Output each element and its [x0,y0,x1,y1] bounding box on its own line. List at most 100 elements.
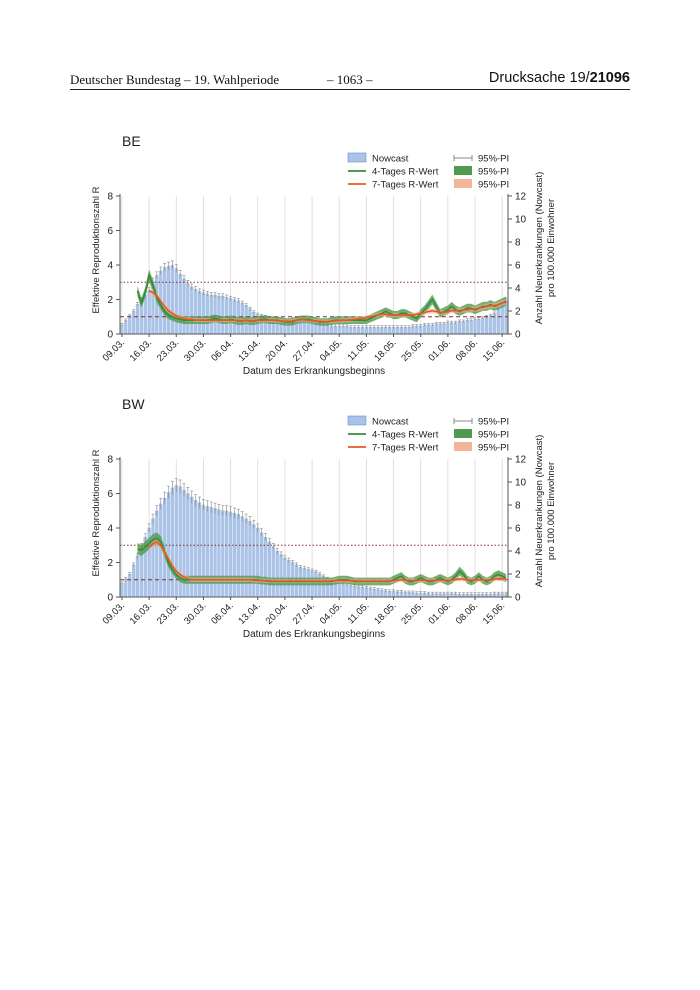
y-left-tick-label: 0 [107,593,113,604]
chart-be: BE 0 2 4 6 8 0 2 4 6 8 10 12 09.03. 16.03. 23.03. 30.03.… [91,133,557,377]
nowcast-bar [217,295,221,335]
nowcast-bar [209,294,213,335]
nowcast-bar [236,514,240,598]
x-tick-label: 09.03. [101,337,127,363]
line-7-tages-r-wert [148,290,507,323]
nowcast-bar [457,321,462,335]
y-right-tick-label: 2 [515,570,521,581]
nowcast-bar [217,509,221,598]
nowcast-bar [221,295,225,335]
nowcast-bar [213,294,217,335]
nowcast-bar [143,294,147,335]
legend-swatch-band [454,429,472,438]
nowcast-bar [147,290,151,335]
x-tick-label: 20.04. [264,337,290,363]
nowcast-bar [228,511,233,598]
nowcast-bar [155,510,159,598]
nowcast-bar [481,317,485,335]
legend-label: 95%-PI [478,154,509,165]
nowcast-bar [473,318,477,335]
x-tick-label: 09.03. [101,600,127,626]
x-tick-label: 01.06. [427,600,453,626]
y-left-tick-label: 0 [107,330,113,341]
legend-swatch-band [454,179,472,188]
x-tick-label: 25.05. [399,337,425,363]
nowcast-bar [135,555,140,598]
y-right-tick-label: 10 [515,215,527,226]
nowcast-bar [256,527,260,598]
nowcast-bar [446,322,450,335]
y-right-tick-label: 0 [515,593,521,604]
nowcast-bar [128,315,132,335]
x-tick-label: 15.06. [481,337,507,363]
y-right-axis-label-2: pro 100.000 Einwohner [546,462,557,560]
x-tick-label: 18.05. [372,337,398,363]
nowcast-bar [477,318,481,335]
nowcast-bar [197,291,202,335]
nowcast-bar [166,492,171,598]
nowcast-bar [267,541,272,598]
nowcast-bar [469,320,473,335]
nowcast-bar [434,323,438,335]
x-tick-label: 18.05. [372,600,398,626]
nowcast-bar [259,532,264,598]
legend-label: Nowcast [372,417,409,428]
nowcast-bar [155,275,159,335]
y-left-tick-label: 2 [107,558,113,569]
legend-label: Nowcast [372,154,409,165]
nowcast-bar [349,585,353,598]
nowcast-bar [174,485,178,598]
y-right-tick-label: 10 [515,478,527,489]
y-right-axis-label-1: Anzahl Neuerkrankungen (Nowcast) [534,435,545,588]
nowcast-bar [465,320,469,335]
legend-label: 4-Tages R-Wert [372,430,439,441]
nowcast-bar [248,520,252,598]
legend-label: 95%-PI [478,180,509,191]
header-rule [70,89,630,90]
x-tick-label: 13.04. [236,337,262,363]
legend-label: 95%-PI [478,417,509,428]
nowcast-bar [341,583,345,598]
nowcast-bar [128,573,132,598]
nowcast-bar [151,518,155,598]
y-right-tick-label: 4 [515,547,521,558]
nowcast-bar [170,264,175,335]
nowcast-bar [174,268,178,335]
y-left-tick-label: 4 [107,261,113,272]
legend-label: 95%-PI [478,430,509,441]
y-left-axis-label: Effektive Reproduktionszahl R [91,186,102,313]
x-tick-label: 08.06. [454,337,480,363]
page-number: – 1063 – [327,72,373,87]
nowcast-bar [356,586,361,598]
nowcast-bar [170,487,175,598]
y-right-tick-label: 0 [515,330,521,341]
nowcast-bar [225,297,229,335]
nowcast-bar [135,303,140,335]
legend-label: 95%-PI [478,167,509,178]
nowcast-bar [194,288,198,335]
nowcast-bar [353,585,357,598]
x-tick-label: 30.03. [182,600,208,626]
y-right-tick-label: 6 [515,261,521,272]
x-tick-label: 11.05. [346,337,372,363]
x-tick-label: 20.04. [264,600,290,626]
chart-title: BE [122,133,141,149]
legend-label: 95%-PI [478,443,509,454]
nowcast-bar [275,550,279,598]
band-4-tages-pi [137,269,507,326]
nowcast-bar [186,283,190,335]
nowcast-bar [337,581,341,598]
nowcast-bar [263,537,268,598]
y-left-tick-label: 6 [107,226,113,237]
y-left-tick-label: 4 [107,524,113,535]
x-tick-label: 11.05. [346,600,372,626]
y-right-tick-label: 2 [515,307,521,318]
nowcast-bar [124,578,128,598]
y-right-tick-label: 8 [515,238,521,249]
nowcast-bar [120,583,124,598]
x-tick-label: 01.06. [427,337,453,363]
x-tick-label: 06.04. [209,600,235,626]
nowcast-bar [450,322,454,335]
nowcast-bar [124,320,128,335]
nowcast-bar [496,308,500,335]
